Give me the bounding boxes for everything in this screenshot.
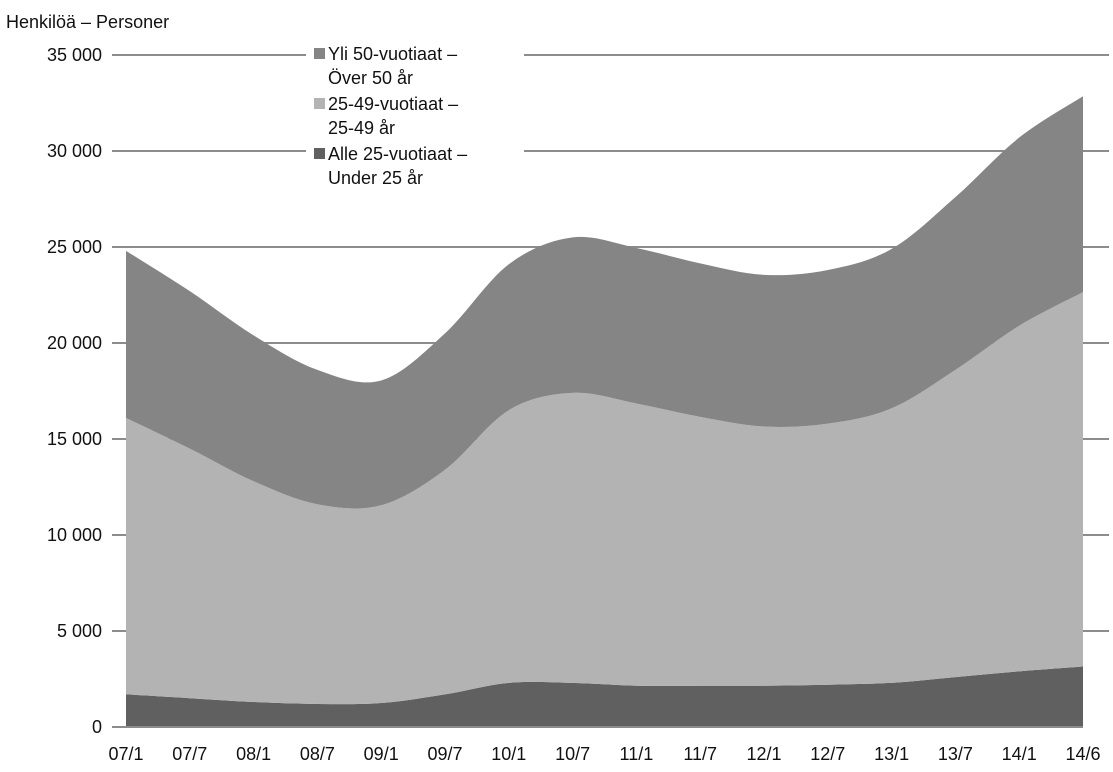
x-tick-label: 11/7 [683,744,717,764]
legend-label: 25-49-vuotiaat – [328,94,458,114]
y-tick-labels: 0 5 000 10 000 15 000 20 000 25 000 30 000 35 0… [47,45,102,737]
legend-label: Yli 50-vuotiaat – [328,44,457,64]
y-tick-label: 5 000 [57,621,102,641]
x-tick-label: 09/1 [364,744,399,764]
y-axis-unit-label: Henkilöä – Personer [6,12,169,32]
x-tick-label: 07/7 [172,744,207,764]
x-tick-label: 10/7 [555,744,590,764]
x-tick-label: 10/1 [491,744,526,764]
legend-25-49: 25-49-vuotiaat – 25-49 år [314,94,458,138]
legend-swatch [314,148,325,159]
x-tick-label: 13/1 [874,744,909,764]
legend-background [306,40,524,218]
y-tick-label: 25 000 [47,237,102,257]
area-over-50 [126,96,1083,509]
legend-swatch [314,98,325,109]
legend-label: Alle 25-vuotiaat – [328,144,467,164]
legend-swatch [314,48,325,59]
legend-label: Under 25 år [328,168,423,188]
x-tick-label: 12/7 [810,744,845,764]
legend-under-25: Alle 25-vuotiaat – Under 25 år [314,144,467,188]
x-tick-label: 12/1 [746,744,781,764]
x-tick-label: 08/1 [236,744,271,764]
areas [126,96,1083,727]
x-tick-label: 14/6 [1065,744,1100,764]
y-tick-label: 35 000 [47,45,102,65]
y-tick-label: 30 000 [47,141,102,161]
legend-over-50: Yli 50-vuotiaat – Över 50 år [314,44,457,88]
legend-label: Över 50 år [328,68,413,88]
x-tick-label: 07/1 [108,744,143,764]
x-tick-label: 13/7 [938,744,973,764]
x-tick-label: 09/7 [427,744,462,764]
x-tick-label: 11/1 [620,744,654,764]
x-tick-labels: 07/1 07/7 08/1 08/7 09/1 09/7 10/1 10/7 11/1 11/7… [108,744,1100,764]
x-tick-label: 14/1 [1002,744,1037,764]
legend-label: 25-49 år [328,118,395,138]
y-tick-label: 15 000 [47,429,102,449]
y-tick-label: 20 000 [47,333,102,353]
y-tick-label: 0 [92,717,102,737]
legend: Yli 50-vuotiaat – Över 50 år 25-49-vuotiaa… [306,40,524,218]
area-under-25 [126,666,1083,727]
x-tick-label: 08/7 [300,744,335,764]
area-25-49 [126,292,1083,705]
y-tick-label: 10 000 [47,525,102,545]
